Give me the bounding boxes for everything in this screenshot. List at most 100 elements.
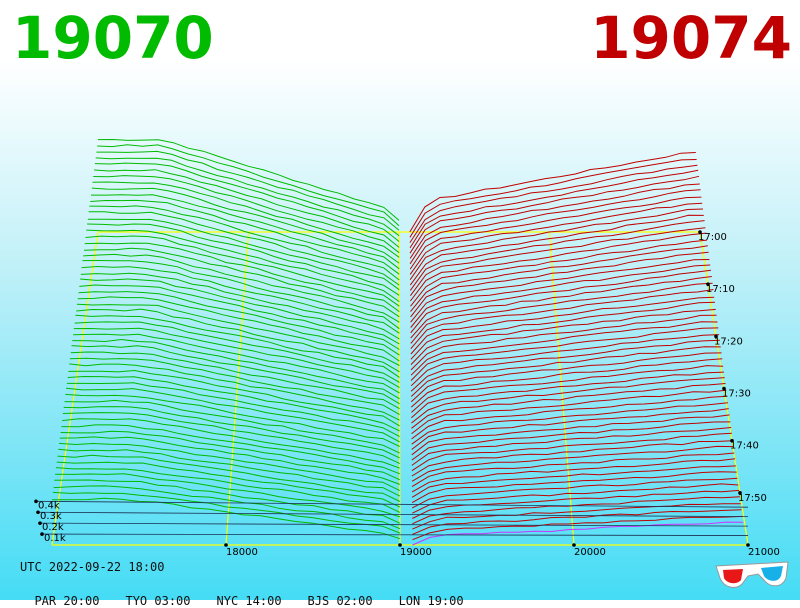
clock-lon: LON 19:00 [398,594,464,608]
bid-profile-line [62,418,400,469]
bid-profile-line [89,205,400,281]
bid-profile-line [83,247,400,318]
y-tick-dot [40,532,44,536]
bid-profile-line [90,199,400,275]
ask-profile-line [410,232,707,302]
ask-profile-line [410,251,709,318]
bid-profile-line [54,479,401,524]
ask-profile-line [410,339,720,392]
bid-profile-line [75,314,400,378]
bid-profile-line [68,369,400,427]
ask-profile-line [410,321,718,376]
ask-profile-line [410,352,722,403]
bid-profile-line [67,375,400,432]
t-tick-dot [730,438,734,443]
bid-profile-line [84,242,400,313]
y-tick-dot [36,510,40,515]
ask-profile-line [409,189,701,265]
ask-profile-line [411,477,738,509]
bid-profile-line [69,357,400,416]
ask-profile-line [411,445,734,482]
bid-profile-line [91,187,400,264]
x-tick-dot [224,543,228,547]
bid-profile-line [85,235,400,307]
x-tick-dot [398,543,402,547]
ask-profile-line [409,175,700,254]
ask-profile-line [409,183,700,259]
bid-profile-line [83,253,400,323]
bid-profile-line [61,424,400,475]
x-tick-label: 20000 [574,547,606,558]
t-tick-label: 17:40 [730,441,759,452]
bid-profile-line [81,265,400,334]
bid-profile-line [65,393,400,447]
bid-profile-line [69,363,400,421]
bid-profile-line [58,442,401,492]
ask-profile-line [411,471,737,504]
ask-profile-line [411,458,736,493]
bid-profile-line [76,303,400,366]
y-ref-line [37,511,749,518]
ask-profile-line [411,414,730,456]
clock-par: PAR 20:00 [34,594,100,608]
ask-profile-line [410,327,719,381]
bid-profile-line [74,321,400,383]
t-tick-dot [738,491,742,495]
current-ask-profile-line [412,521,744,546]
bid-profile-line [53,485,401,530]
bid-profile-line [73,333,400,394]
x-tick-label: 21000 [748,547,780,558]
ask-profile-line [409,208,704,280]
ask-profile-line [411,389,727,434]
bid-profile-line [92,181,400,258]
bid-profile-line [88,211,400,286]
grid-line [548,231,575,546]
bid-profile-line [65,387,400,443]
bid-profile-line [96,150,400,231]
t-tick-label: 17:00 [698,232,727,243]
t-tick-label: 17:50 [738,493,767,504]
ask-profile-line [410,346,721,397]
t-tick-dot [714,334,718,339]
bid-profile-line [71,345,400,405]
ask-profile-line [411,402,728,445]
grid-line [51,231,99,546]
bid-profile-line [52,491,401,534]
bid-profile-line [59,436,400,485]
ask-profile-line [411,371,724,419]
bid-profile-line [70,351,400,410]
bid-profile-line [97,138,400,221]
t-tick-dot [722,386,726,391]
3d-glasses-icon[interactable] [712,558,792,592]
bid-profile-line [94,162,400,242]
ask-profile-line [412,503,741,530]
y-ref-line [41,533,749,536]
bid-profile-line [52,497,401,540]
bid-profile-line [86,229,400,303]
ask-profile-line [409,152,696,233]
bid-profile-line [79,284,400,350]
ask-profile-line [410,259,710,323]
bid-profile-line [66,382,400,438]
bid-profile-line [93,175,400,254]
t-tick-label: 17:30 [722,389,751,400]
clock-tyo: TYO 03:00 [125,594,191,608]
y-tick-label: 0.1k [44,533,66,544]
x-tick-label: 18000 [226,547,258,558]
bid-profile-line [87,218,400,291]
bid-profile-line [60,430,401,481]
bid-profile-line [64,399,400,454]
bid-profile-line [80,278,400,345]
bid-profile-line [63,406,400,459]
clock-bjs: BJS 02:00 [307,594,373,608]
bid-profile-line [78,291,400,356]
ask-profile-line [410,239,708,307]
bid-profile-line [76,308,400,373]
ask-profile-line [409,227,706,296]
ask-profile-line [411,365,724,413]
y-tick-dot [34,499,38,504]
clock-nyc: NYC 14:00 [216,594,282,608]
y-ref-line [39,522,749,527]
bid-profile-line [73,327,400,389]
